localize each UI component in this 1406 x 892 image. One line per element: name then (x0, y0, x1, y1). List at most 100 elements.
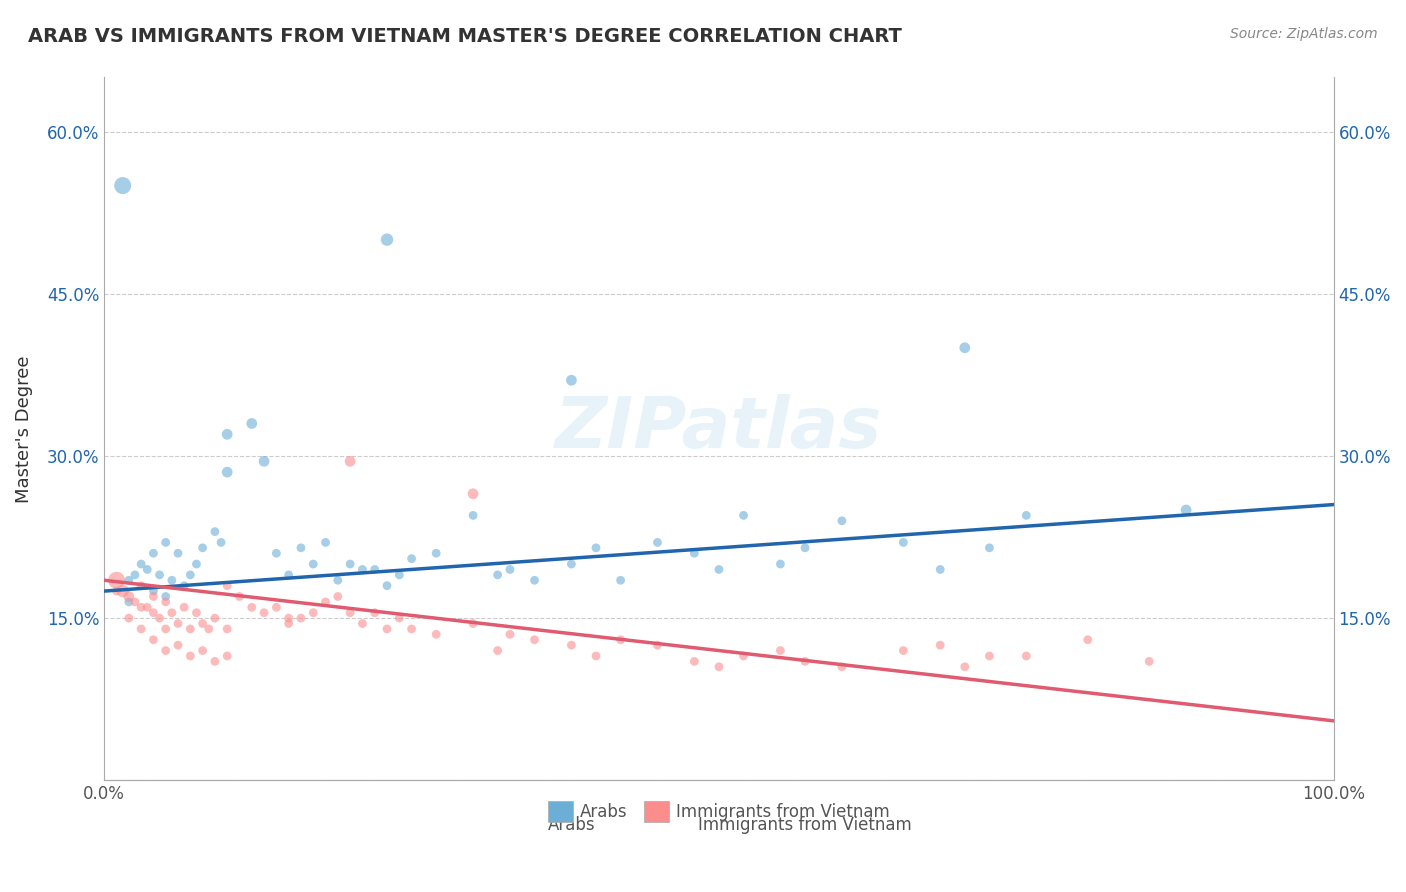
Point (142, 606, 165, 620)
Point (197, 622, 219, 636)
Text: Source: ZipAtlas.com: Source: ZipAtlas.com (1230, 27, 1378, 41)
Point (461, 616, 484, 631)
Point (155, 643, 177, 657)
Point (129, 622, 152, 636)
Text: ZIPatlas: ZIPatlas (555, 394, 883, 463)
Point (266, 600, 288, 615)
Point (979, 648, 1001, 663)
Point (364, 606, 387, 620)
Point (388, 567, 411, 582)
Point (352, 616, 374, 631)
Point (217, 465, 239, 479)
Point (240, 417, 263, 431)
Point (401, 551, 423, 566)
Point (204, 611, 226, 625)
Point (315, 595, 337, 609)
Point (326, 590, 349, 604)
Point (733, 508, 755, 523)
Point (647, 638, 669, 652)
Point (326, 574, 349, 588)
Point (129, 557, 152, 571)
Point (217, 622, 239, 636)
Point (179, 567, 201, 582)
Point (204, 524, 226, 539)
Point (683, 654, 706, 668)
Point (794, 654, 817, 668)
Point (155, 590, 177, 604)
Point (118, 595, 141, 609)
Point (105, 574, 128, 588)
Point (707, 660, 730, 674)
Point (499, 562, 522, 576)
Point (160, 606, 183, 620)
Point (425, 627, 447, 641)
Point (1015, 648, 1038, 663)
Point (831, 660, 853, 674)
Point (277, 616, 299, 631)
Point (204, 654, 226, 668)
Point (979, 541, 1001, 555)
Point (160, 574, 183, 588)
Point (523, 574, 546, 588)
Point (1077, 632, 1099, 647)
Legend: Arabs, Immigrants from Vietnam: Arabs, Immigrants from Vietnam (541, 795, 896, 828)
Point (167, 616, 190, 631)
Point (173, 579, 195, 593)
Point (388, 611, 411, 625)
Text: Arabs: Arabs (547, 815, 595, 833)
Point (560, 638, 582, 652)
Point (461, 487, 484, 501)
Point (277, 567, 299, 582)
Point (118, 590, 141, 604)
Point (155, 622, 177, 636)
Point (364, 562, 387, 576)
Point (609, 574, 631, 588)
Point (142, 546, 165, 560)
Point (1137, 654, 1160, 668)
Point (209, 535, 232, 549)
Point (124, 595, 146, 609)
Point (461, 508, 484, 523)
Point (217, 427, 239, 442)
Point (142, 590, 165, 604)
Point (155, 535, 177, 549)
Point (523, 632, 546, 647)
Point (173, 600, 195, 615)
Point (769, 557, 792, 571)
Point (148, 567, 170, 582)
Point (191, 541, 214, 555)
Point (105, 584, 128, 599)
Point (953, 660, 976, 674)
Point (486, 643, 509, 657)
Point (217, 579, 239, 593)
Point (186, 557, 208, 571)
Point (186, 606, 208, 620)
Point (769, 643, 792, 657)
Point (277, 611, 299, 625)
Point (302, 606, 325, 620)
Point (136, 600, 159, 615)
Point (129, 579, 152, 593)
Point (179, 648, 201, 663)
Point (683, 546, 706, 560)
Point (228, 590, 250, 604)
Point (155, 595, 177, 609)
Point (794, 541, 817, 555)
Text: Immigrants from Vietnam: Immigrants from Vietnam (699, 815, 912, 833)
Point (302, 557, 325, 571)
Text: ARAB VS IMMIGRANTS FROM VIETNAM MASTER'S DEGREE CORRELATION CHART: ARAB VS IMMIGRANTS FROM VIETNAM MASTER'S… (28, 27, 903, 45)
Point (290, 611, 312, 625)
Point (425, 546, 447, 560)
Point (609, 632, 631, 647)
Point (891, 535, 914, 549)
Point (1175, 503, 1198, 517)
Point (707, 562, 730, 576)
Point (142, 584, 165, 599)
Point (560, 373, 582, 387)
Point (124, 567, 146, 582)
Point (831, 514, 853, 528)
Point (118, 574, 141, 588)
Point (290, 541, 312, 555)
Point (253, 454, 276, 468)
Point (118, 611, 141, 625)
